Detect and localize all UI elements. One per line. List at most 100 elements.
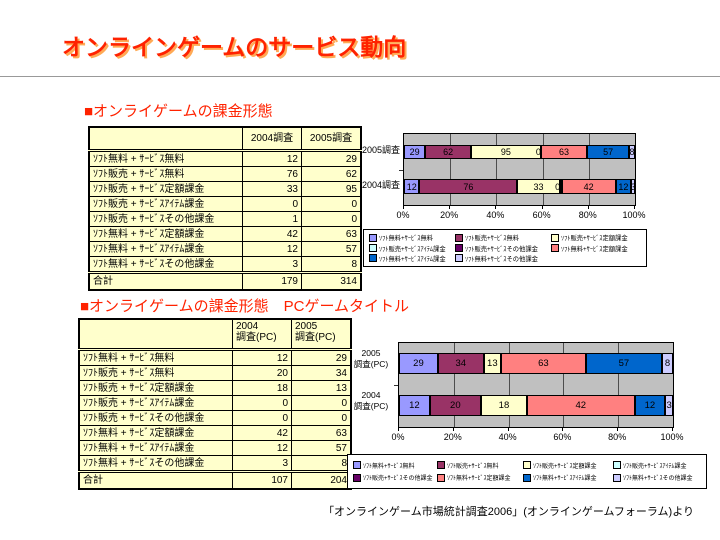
cell-value: 3 — [242, 256, 302, 273]
bar-segment: 95 — [470, 145, 541, 159]
total-value: 314 — [301, 271, 362, 291]
bar-segment: 3 — [631, 179, 636, 194]
bar-segment-label: 95 — [500, 147, 511, 157]
divider-line — [0, 76, 720, 77]
bar-segment-label: 34 — [455, 358, 467, 369]
chart-legend: ｿﾌﾄ無料+ｻｰﾋﾞｽ無料 ｿﾌﾄ販売+ｻｰﾋﾞｽ無料 ｿﾌﾄ販売+ｻｰﾋﾞｽ定額課… — [347, 454, 707, 489]
legend-label: ｿﾌﾄ無料+ｻｰﾋﾞｽ定額課金 — [447, 476, 511, 483]
table-row: ｿﾌﾄ販売 + ｻｰﾋﾞｽ定額課金 18 13 — [78, 380, 352, 396]
row-label: ｿﾌﾄ販売 + ｻｰﾋﾞｽその他課金 — [88, 211, 243, 227]
x-tick-label: 40% — [486, 210, 505, 220]
category-label: 2005調査 — [361, 145, 400, 155]
x-tick-mark — [452, 428, 454, 431]
legend-label: ｿﾌﾄ無料+ｻｰﾋﾞｽ無料 — [379, 235, 434, 243]
bar-segment-label: 3 — [666, 400, 672, 411]
table-header-row: 2004調査 2005調査 — [88, 126, 362, 152]
x-tick-label: 0% — [391, 432, 405, 442]
legend-label: ｿﾌﾄ販売+ｻｰﾋﾞｽｱｲﾃﾑ課金 — [623, 463, 687, 470]
x-tick-mark — [672, 428, 673, 431]
legend-item: ｿﾌﾄ販売+ｻｰﾋﾞｽｱｲﾃﾑ課金 — [613, 461, 701, 470]
x-tick-label: 40% — [498, 432, 517, 442]
column-header: 2004調査 — [242, 126, 302, 152]
gridline — [508, 343, 510, 427]
gridline — [496, 134, 498, 205]
zero-value-label: 0 — [535, 147, 541, 157]
row-label: ｿﾌﾄ無料 + ｻｰﾋﾞｽ無料 — [88, 150, 243, 167]
bar-segment: 76 — [419, 179, 518, 194]
legend-marker — [353, 473, 361, 482]
legend-label: ｿﾌﾄ無料+ｻｰﾋﾞｽｱｲﾃﾑ課金 — [379, 255, 446, 263]
table-row: ｿﾌﾄ販売 + ｻｰﾋﾞｽその他課金 0 0 — [78, 410, 352, 426]
cell-value: 8 — [291, 455, 352, 472]
stacked-bar: 12 76 33 42 12 3 0 — [404, 179, 636, 194]
bar-segment-label: 12 — [618, 181, 629, 192]
total-label: 合計 — [88, 271, 243, 291]
table-row: ｿﾌﾄ無料 + ｻｰﾋﾞｽ定額課金 42 63 — [78, 425, 352, 441]
bar-segment: 18 — [480, 395, 527, 416]
cell-value: 20 — [232, 365, 292, 381]
row-label: ｿﾌﾄ販売 + ｻｰﾋﾞｽｱｲﾃﾑ課金 — [78, 395, 233, 411]
gridline — [453, 343, 455, 427]
cell-value: 34 — [291, 365, 352, 381]
bar-segment-label: 8 — [664, 358, 671, 369]
table-header-row: 2004 調査(PC) 2005 調査(PC) — [78, 318, 352, 351]
x-tick-label: 100% — [622, 210, 646, 220]
table-row: ｿﾌﾄ販売 + ｻｰﾋﾞｽ定額課金 33 95 — [88, 181, 362, 197]
bar-segment: 8 — [629, 145, 635, 159]
cell-value: 0 — [242, 196, 302, 212]
bar-segment-label: 57 — [618, 358, 630, 369]
legend-marker — [551, 244, 559, 252]
legend-item: ｿﾌﾄ無料+ｻｰﾋﾞｽその他課金 — [455, 254, 551, 263]
bar-segment: 63 — [501, 353, 586, 374]
bar-segment: 42 — [527, 395, 635, 416]
bar-segment: 12 — [634, 395, 666, 416]
x-tick-label: 80% — [608, 432, 627, 442]
corner-cell — [88, 126, 243, 152]
legend-item: ｿﾌﾄ無料+ｻｰﾋﾞｽｱｲﾃﾑ課金 — [369, 254, 455, 263]
bar-segment: 12 — [399, 395, 430, 416]
bar-segment-label: 12 — [644, 400, 656, 411]
x-axis: 0% 20% 40% 60% 80% 100% — [396, 206, 646, 222]
legend-item: ｿﾌﾄ販売+ｻｰﾋﾞｽ定額課金 — [523, 461, 613, 470]
table-total-row: 合計 107 204 — [78, 470, 352, 490]
bar-segment-label: 18 — [498, 400, 510, 411]
legend-item: ｿﾌﾄ無料+ｻｰﾋﾞｽその他課金 — [613, 473, 701, 482]
legend-marker — [437, 461, 445, 470]
bar-segment-label: 63 — [558, 147, 569, 157]
bar-segment: 34 — [437, 353, 484, 374]
data-table: 2004調査 2005調査 ｿﾌﾄ無料 + ｻｰﾋﾞｽ無料 12 29 ｿﾌﾄ販売 + ｻ… — [88, 126, 362, 291]
cell-value: 0 — [291, 410, 352, 426]
gridline — [588, 134, 590, 205]
column-header: 2005 調査(PC) — [291, 318, 352, 351]
cell-value: 0 — [291, 395, 352, 411]
legend-item: ｿﾌﾄ無料+ｻｰﾋﾞｽ定額課金 — [551, 244, 641, 253]
billing-chart-overall: 29 62 95 63 57 8 0 12 76 33 42 12 3 0 0% 20% 40% 60% 80% 1… — [350, 131, 706, 273]
table-row: ｿﾌﾄ無料 + ｻｰﾋﾞｽその他課金 3 8 — [78, 455, 352, 472]
cell-value: 0 — [232, 410, 292, 426]
column-header: 2004 調査(PC) — [232, 318, 292, 351]
bar-segment: 29 — [404, 145, 426, 159]
bar-segment-label: 62 — [443, 147, 454, 157]
bar-segment: 63 — [540, 145, 588, 159]
cell-value: 12 — [242, 150, 302, 167]
x-tick-label: 60% — [553, 432, 572, 442]
legend-marker — [353, 461, 361, 470]
category-label: 2005 調査(PC) — [353, 348, 389, 370]
cell-value: 18 — [232, 380, 292, 396]
bar-segment-label: 13 — [487, 358, 498, 369]
billing-chart-pc: 29 34 13 63 57 8 12 20 18 42 12 3 0% 20% 40% 60% 80% 100… — [345, 340, 707, 492]
bar-segment: 12 — [615, 179, 632, 194]
table-row: ｿﾌﾄ無料 + ｻｰﾋﾞｽ無料 12 29 — [78, 349, 352, 366]
legend-marker — [455, 244, 463, 252]
legend-label: ｿﾌﾄ販売+ｻｰﾋﾞｽその他課金 — [363, 476, 433, 483]
section2-heading: ■オンライゲームの課金形態 PCゲームタイトル — [80, 298, 409, 315]
row-label: ｿﾌﾄ販売 + ｻｰﾋﾞｽ定額課金 — [88, 181, 243, 197]
legend-marker — [437, 473, 445, 482]
legend-item: ｿﾌﾄ販売+ｻｰﾋﾞｽｱｲﾃﾑ課金 — [369, 244, 455, 253]
plot-area: 29 62 95 63 57 8 0 12 76 33 42 12 3 0 — [399, 133, 636, 206]
x-tick-mark — [507, 428, 509, 431]
x-tick-mark — [449, 206, 451, 209]
bar-segment: 57 — [587, 145, 630, 159]
cell-value: 13 — [291, 380, 352, 396]
total-value: 179 — [242, 271, 302, 291]
